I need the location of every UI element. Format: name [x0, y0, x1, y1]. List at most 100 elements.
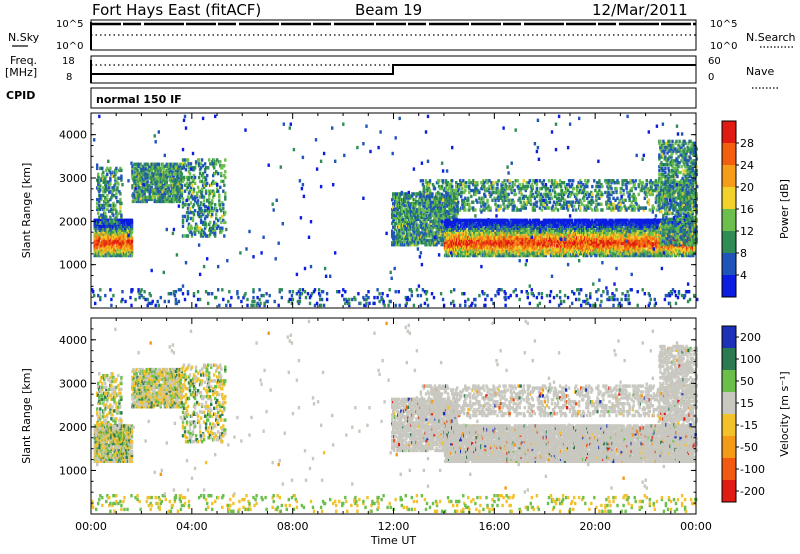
range-cell — [138, 189, 141, 194]
range-cell — [110, 219, 113, 223]
range-cell — [95, 246, 98, 250]
range-cell — [131, 168, 134, 172]
range-cell — [120, 176, 123, 180]
range-cell — [102, 249, 105, 254]
range-cell — [116, 213, 119, 217]
range-cell — [222, 203, 225, 207]
range-cell — [218, 193, 221, 197]
range-cell — [220, 171, 223, 176]
range-cell — [120, 232, 124, 236]
range-cell — [117, 182, 120, 186]
range-cell — [118, 244, 122, 248]
range-cell — [112, 238, 116, 242]
range-cell — [116, 226, 120, 230]
range-cell — [222, 179, 225, 184]
range-cell — [111, 190, 114, 194]
range-cell — [94, 251, 97, 256]
range-cell — [111, 211, 114, 215]
range-cell — [182, 175, 186, 180]
range-cell — [118, 234, 122, 238]
nave-label: Nave — [746, 65, 774, 78]
nsearch-label: N.Search — [746, 31, 796, 44]
range-cell — [104, 248, 107, 252]
range-cell — [184, 168, 188, 172]
nave-tick-low: 0 — [708, 72, 714, 83]
range-cell — [108, 168, 111, 173]
range-cell — [99, 228, 102, 232]
range-cell — [144, 180, 147, 184]
range-cell — [119, 197, 122, 202]
range-cell — [215, 212, 218, 217]
range-cell — [423, 209, 426, 214]
range-cell — [192, 187, 196, 191]
range-cell — [111, 224, 115, 228]
range-cell — [115, 242, 119, 246]
range-cell — [101, 166, 104, 171]
range-cell — [127, 238, 131, 242]
range-cell — [100, 205, 103, 210]
range-cell — [106, 207, 109, 212]
range-cell — [188, 171, 192, 176]
range-cell — [102, 174, 105, 178]
range-cell — [98, 218, 101, 223]
range-cell — [143, 193, 146, 198]
freq-label-bottom: [MHz] — [5, 66, 37, 79]
range-cell — [113, 194, 116, 198]
range-cell — [104, 190, 107, 194]
range-cell — [120, 174, 123, 178]
range-cell — [216, 209, 219, 213]
range-cell — [190, 183, 194, 187]
range-cell — [109, 242, 113, 246]
range-cell — [122, 244, 126, 248]
range-cell — [140, 172, 143, 176]
range-cell — [135, 172, 138, 176]
range-cell — [206, 181, 209, 186]
range-cell — [114, 207, 117, 212]
range-cell — [224, 210, 227, 215]
range-cell — [96, 197, 99, 202]
range-cell — [571, 218, 574, 223]
range-cell — [143, 189, 146, 194]
range-cell — [119, 205, 122, 210]
range-cell — [93, 220, 96, 225]
range-cell — [96, 228, 99, 232]
range-cell — [145, 174, 148, 178]
range-cell — [120, 249, 124, 254]
range-cell — [193, 209, 197, 213]
range-cell — [139, 182, 142, 186]
range-cell — [118, 168, 121, 173]
range-cell — [105, 168, 108, 173]
range-cell — [104, 251, 107, 256]
range-cell — [116, 240, 120, 244]
range-cell — [137, 164, 140, 168]
range-cell — [119, 209, 122, 213]
range-cell — [123, 246, 127, 250]
range-cell — [197, 175, 201, 180]
range-cell — [100, 213, 103, 217]
range-cell — [209, 220, 212, 225]
range-cell — [132, 191, 135, 196]
range-cell — [131, 170, 134, 174]
range-cell — [202, 199, 206, 203]
range-cell — [139, 170, 142, 174]
range-cell — [153, 195, 156, 200]
range-cell — [108, 244, 111, 248]
range-cell — [112, 228, 116, 232]
range-cell — [98, 180, 101, 184]
range-cell — [102, 217, 105, 221]
range-cell — [217, 218, 220, 223]
range-cell — [143, 191, 146, 196]
range-cell — [113, 219, 116, 223]
range-cell — [97, 186, 100, 190]
range-cell — [120, 168, 123, 173]
range-cell — [130, 248, 134, 252]
range-cell — [111, 221, 114, 225]
range-cell — [101, 172, 104, 176]
range-cell — [115, 228, 119, 232]
range-cell — [112, 242, 116, 246]
range-cell — [118, 211, 121, 215]
range-cell — [96, 244, 99, 248]
range-cell — [108, 236, 111, 240]
range-cell — [113, 248, 117, 252]
range-cell — [105, 201, 108, 206]
